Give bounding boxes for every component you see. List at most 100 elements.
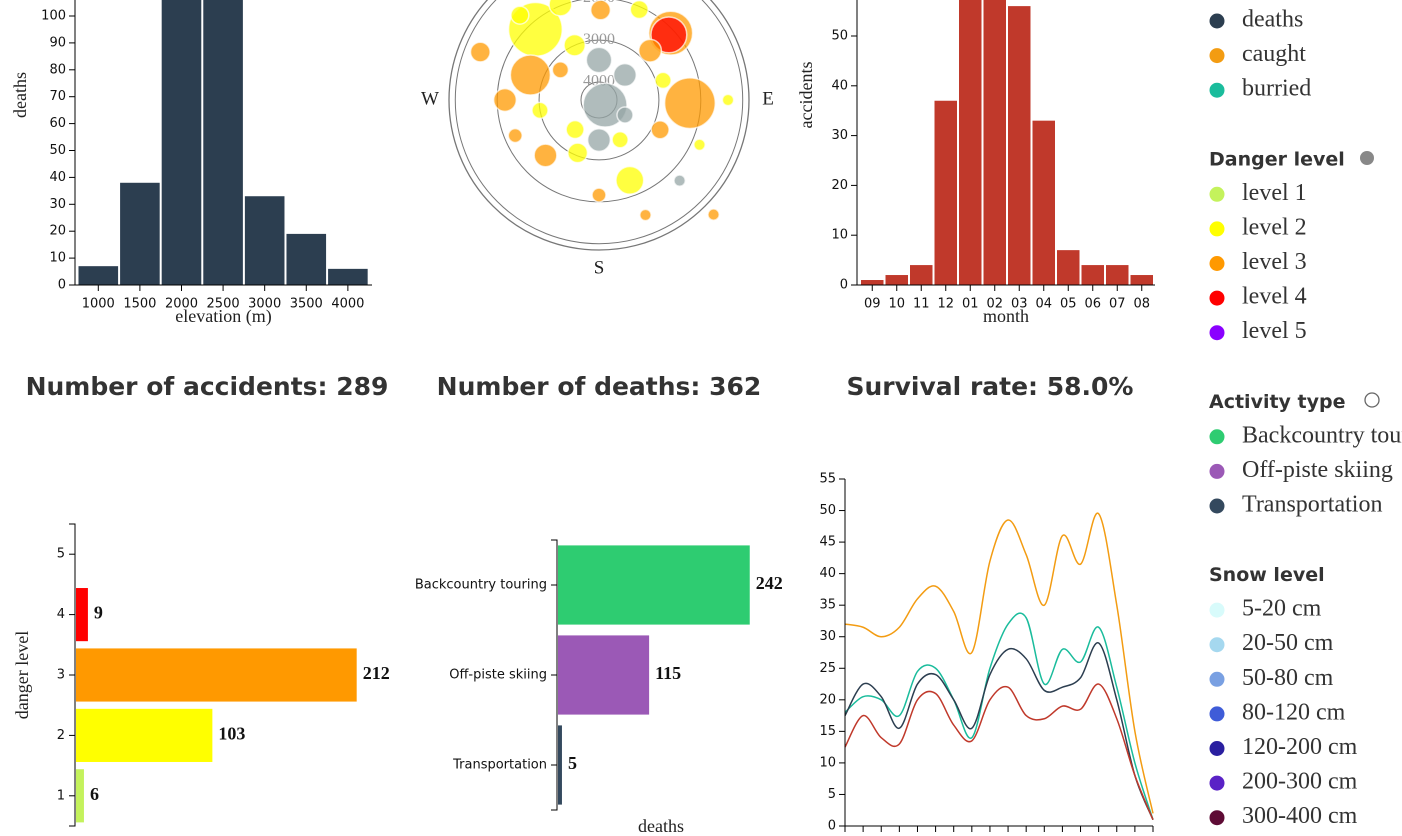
legend-title: Danger level bbox=[1209, 148, 1345, 170]
x-axis-label: deaths bbox=[638, 816, 684, 836]
x-tick-label: 05 bbox=[1060, 297, 1077, 312]
bubble bbox=[591, 187, 607, 203]
bubble bbox=[707, 208, 720, 221]
bubble bbox=[616, 106, 634, 124]
y-tick-label: 0 bbox=[58, 278, 66, 293]
bubble bbox=[611, 130, 629, 149]
legend-swatch bbox=[1209, 463, 1225, 479]
x-tick-label: 03 bbox=[1011, 297, 1028, 312]
x-tick-label: 12 bbox=[937, 297, 954, 312]
y-tick-label: 30 bbox=[49, 197, 66, 212]
y-tick-label: 40 bbox=[819, 566, 836, 581]
y-tick-label: 70 bbox=[49, 89, 66, 104]
bar bbox=[244, 196, 285, 285]
bubble bbox=[693, 138, 706, 152]
legend-label: level 2 bbox=[1242, 214, 1307, 240]
y-tick-label: 30 bbox=[819, 629, 836, 644]
legend-swatch bbox=[1209, 290, 1225, 306]
bar bbox=[161, 0, 202, 285]
y-tick-label: 2 bbox=[57, 728, 65, 743]
y-axis-label: danger level bbox=[12, 631, 32, 719]
y-tick-label: 3 bbox=[57, 668, 65, 683]
value-label: 103 bbox=[218, 724, 245, 744]
activity-indicator[interactable] bbox=[1364, 392, 1380, 408]
ring bbox=[454, 0, 744, 245]
bar bbox=[1032, 120, 1055, 285]
bubble bbox=[586, 127, 612, 153]
x-tick-label: 2500 bbox=[207, 297, 240, 312]
y-axis-label: accidents bbox=[796, 62, 816, 129]
bar bbox=[78, 266, 119, 285]
line bbox=[844, 642, 1154, 820]
bubble bbox=[567, 142, 589, 164]
bubble bbox=[582, 82, 628, 128]
legend-swatch bbox=[1209, 602, 1225, 618]
y-tick-label: 40 bbox=[831, 78, 848, 93]
y-tick-label: 20 bbox=[819, 692, 836, 707]
y-tick-label: 4 bbox=[57, 607, 65, 622]
danger-indicator[interactable] bbox=[1360, 151, 1374, 165]
bar bbox=[286, 233, 327, 285]
y-tick-label: 20 bbox=[49, 224, 66, 239]
x-tick-label: 09 bbox=[864, 297, 881, 312]
line bbox=[844, 612, 1154, 820]
stat: Number of deaths: 362 bbox=[437, 372, 762, 401]
y-tick-label: 50 bbox=[819, 503, 836, 518]
bar bbox=[558, 635, 650, 715]
y-axis bbox=[551, 539, 558, 811]
y-tick-label: 10 bbox=[819, 755, 836, 770]
y-tick-label: 1 bbox=[57, 788, 65, 803]
legend-swatch bbox=[1209, 256, 1225, 271]
bar bbox=[1008, 6, 1031, 286]
y-tick-label: 80 bbox=[49, 62, 66, 77]
value-label: 115 bbox=[655, 663, 681, 683]
y-tick-label: 5 bbox=[828, 787, 836, 802]
y-tick-label: 0 bbox=[840, 278, 848, 293]
ring-label: 3000 bbox=[583, 31, 615, 48]
y-tick-label: 15 bbox=[819, 724, 836, 739]
legend-label: level 3 bbox=[1242, 249, 1307, 275]
legend-label: 80-120 cm bbox=[1242, 699, 1346, 725]
legend-swatch bbox=[1209, 671, 1225, 687]
y-tick-label: 0 bbox=[828, 819, 836, 834]
value-label: 5 bbox=[568, 753, 577, 773]
bubble bbox=[585, 46, 613, 74]
legend-label: Backcountry touring bbox=[1242, 422, 1402, 448]
bar bbox=[910, 265, 933, 285]
x-tick-label: 4000 bbox=[331, 297, 364, 312]
bar bbox=[76, 588, 88, 642]
stat: Number of accidents: 289 bbox=[26, 372, 389, 401]
bubble bbox=[590, 0, 612, 21]
y-tick-label: 100 bbox=[41, 9, 66, 24]
legend-label: 5-20 cm bbox=[1242, 596, 1322, 622]
bubble bbox=[507, 127, 523, 144]
x-axis-label: elevation (m) bbox=[175, 306, 271, 327]
value-label: 212 bbox=[363, 663, 390, 683]
y-tick-label: 40 bbox=[49, 170, 66, 185]
legend-label: Transportation bbox=[1242, 492, 1382, 518]
legend-label: caught bbox=[1242, 41, 1306, 67]
bubble bbox=[563, 33, 586, 57]
y-axis-label: deaths bbox=[10, 72, 30, 118]
y-tick-label: 10 bbox=[831, 228, 848, 243]
x-axis-label: month bbox=[983, 306, 1029, 326]
x-tick-label: 07 bbox=[1109, 297, 1126, 312]
legend-swatch bbox=[1209, 498, 1225, 514]
legend-label: burried bbox=[1242, 76, 1311, 102]
legend-swatch bbox=[1209, 810, 1225, 826]
value-label: 242 bbox=[756, 573, 783, 593]
y-tick-label: 50 bbox=[831, 29, 848, 44]
direction-label: W bbox=[421, 88, 439, 109]
legend-swatch bbox=[1209, 706, 1225, 722]
bubble bbox=[639, 208, 652, 222]
x-tick-label: 2000 bbox=[165, 297, 198, 312]
y-tick-label: Transportation bbox=[452, 758, 547, 773]
legend-label: 120-200 cm bbox=[1242, 734, 1358, 760]
legend-swatch bbox=[1209, 221, 1225, 237]
x-tick-label: 11 bbox=[913, 297, 930, 312]
bar bbox=[934, 100, 957, 286]
legend-label: 50-80 cm bbox=[1242, 665, 1334, 691]
bar bbox=[1106, 265, 1129, 285]
bar bbox=[328, 268, 368, 285]
